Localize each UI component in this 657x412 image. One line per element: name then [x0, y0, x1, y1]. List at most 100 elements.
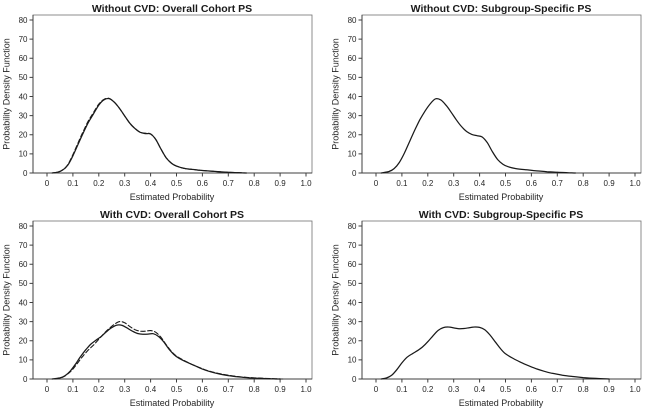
x-tick-label: 0.9 — [275, 385, 287, 394]
density-curve-solid — [380, 326, 610, 380]
x-tick-label: 0.1 — [67, 385, 79, 394]
density-curve-solid — [380, 97, 577, 174]
y-tick-label: 80 — [19, 222, 28, 231]
x-tick-label: 0.9 — [604, 179, 616, 188]
plot-frame — [361, 220, 642, 380]
y-tick-label: 70 — [19, 241, 28, 250]
x-tick-label: 0.2 — [422, 385, 434, 394]
y-tick-label: 10 — [19, 356, 28, 365]
x-axis-label: Estimated Probability — [130, 192, 215, 202]
plot-area: 0 0.1 0.2 0.3 0.4 0.5 0.6 0.7 0.8 0.9 1.0 0 10 20 30 40… — [348, 14, 642, 188]
y-tick-label: 30 — [19, 317, 28, 326]
x-tick-label: 1.0 — [629, 385, 641, 394]
x-tick-label: 0.6 — [197, 385, 209, 394]
plot-frame — [361, 14, 642, 174]
x-tick-label: 0.5 — [500, 385, 512, 394]
x-tick-label: 0.7 — [223, 385, 235, 394]
x-tick-label: 0.8 — [249, 179, 261, 188]
y-axis-label: Probability Density Function — [2, 244, 12, 356]
x-tick-label: 0.7 — [552, 385, 564, 394]
density-curve-dashed — [51, 97, 247, 174]
plot-area: 0 0.1 0.2 0.3 0.4 0.5 0.6 0.7 0.8 0.9 1.0 0 10 20 30 40… — [348, 220, 642, 394]
plot-title: With CVD: Subgroup-Specific PS — [419, 209, 583, 221]
y-tick-label: 60 — [348, 54, 357, 63]
x-tick-label: 0 — [45, 179, 50, 188]
x-axis-label: Estimated Probability — [130, 398, 215, 408]
x-tick-label: 0 — [45, 385, 50, 394]
y-tick-label: 30 — [348, 111, 357, 120]
x-tick-label: 0 — [374, 385, 379, 394]
y-tick-label: 70 — [19, 35, 28, 44]
panel-with-cvd-subgroup-ps: With CVD: Subgroup-Specific PS Probabili… — [329, 206, 657, 412]
y-tick-label: 20 — [348, 337, 357, 346]
y-tick-label: 0 — [352, 169, 357, 178]
y-tick-label: 60 — [348, 260, 357, 269]
x-tick-label: 0.8 — [578, 179, 590, 188]
density-curve-dashed — [54, 321, 284, 380]
x-tick-label: 0.4 — [474, 385, 486, 394]
y-tick-label: 50 — [348, 279, 357, 288]
x-tick-label: 0.5 — [171, 385, 183, 394]
x-tick-label: 0.7 — [552, 179, 564, 188]
x-tick-label: 0.4 — [145, 385, 157, 394]
x-tick-label: 0.4 — [474, 179, 486, 188]
x-tick-label: 1.0 — [629, 179, 641, 188]
y-axis-label: Probability Density Function — [331, 38, 341, 150]
y-tick-label: 60 — [19, 54, 28, 63]
y-axis-label: Probability Density Function — [2, 38, 12, 150]
y-tick-label: 70 — [348, 35, 357, 44]
x-tick-label: 1.0 — [300, 385, 312, 394]
panel-without-cvd-overall-ps: Without CVD: Overall Cohort PS Probabili… — [0, 0, 328, 206]
y-tick-label: 0 — [23, 375, 28, 384]
y-tick-label: 0 — [352, 375, 357, 384]
x-tick-label: 0.2 — [422, 179, 434, 188]
x-tick-label: 0.6 — [526, 179, 538, 188]
y-tick-label: 10 — [19, 150, 28, 159]
y-tick-label: 40 — [19, 298, 28, 307]
x-tick-label: 0 — [374, 179, 379, 188]
y-tick-label: 80 — [348, 222, 357, 231]
x-tick-label: 0.8 — [249, 385, 261, 394]
x-tick-label: 0.1 — [67, 179, 79, 188]
y-tick-label: 50 — [348, 73, 357, 82]
plot-area: 0 0.1 0.2 0.3 0.4 0.5 0.6 0.7 0.8 0.9 1.0 0 10 20 30 40… — [19, 14, 313, 188]
y-axis-label: Probability Density Function — [331, 244, 341, 356]
x-tick-label: 0.8 — [578, 385, 590, 394]
x-tick-label: 0.2 — [93, 385, 105, 394]
plot-frame — [32, 220, 313, 380]
plot-title: Without CVD: Overall Cohort PS — [92, 3, 252, 15]
y-tick-label: 50 — [19, 279, 28, 288]
y-tick-label: 0 — [23, 169, 28, 178]
panel-with-cvd-overall-ps: With CVD: Overall Cohort PS Probability … — [0, 206, 328, 412]
x-tick-label: 0.7 — [223, 179, 235, 188]
y-tick-label: 20 — [19, 337, 28, 346]
plot-area: 0 0.1 0.2 0.3 0.4 0.5 0.6 0.7 0.8 0.9 1.0 0 10 20 30 40… — [19, 220, 313, 394]
x-tick-label: 0.9 — [604, 385, 616, 394]
x-tick-label: 0.1 — [396, 179, 408, 188]
y-tick-label: 30 — [19, 111, 28, 120]
x-tick-label: 0.3 — [119, 179, 131, 188]
y-tick-label: 70 — [348, 241, 357, 250]
x-tick-label: 0.3 — [448, 179, 460, 188]
y-tick-label: 30 — [348, 317, 357, 326]
panel-without-cvd-subgroup-ps: Without CVD: Subgroup-Specific PS Probab… — [329, 0, 657, 206]
plot-title: With CVD: Overall Cohort PS — [100, 209, 244, 221]
x-tick-label: 0.3 — [119, 385, 131, 394]
x-tick-label: 0.6 — [526, 385, 538, 394]
x-tick-label: 0.2 — [93, 179, 105, 188]
y-tick-label: 80 — [19, 16, 28, 25]
y-tick-label: 40 — [348, 92, 357, 101]
x-tick-label: 1.0 — [300, 179, 312, 188]
x-tick-label: 0.6 — [197, 179, 209, 188]
x-tick-label: 0.9 — [275, 179, 287, 188]
x-axis-label: Estimated Probability — [459, 192, 544, 202]
x-tick-label: 0.1 — [396, 385, 408, 394]
y-tick-label: 60 — [19, 260, 28, 269]
y-tick-label: 80 — [348, 16, 357, 25]
x-tick-label: 0.5 — [500, 179, 512, 188]
x-axis-label: Estimated Probability — [459, 398, 544, 408]
x-tick-label: 0.4 — [145, 179, 157, 188]
y-tick-label: 10 — [348, 150, 357, 159]
x-tick-label: 0.5 — [171, 179, 183, 188]
